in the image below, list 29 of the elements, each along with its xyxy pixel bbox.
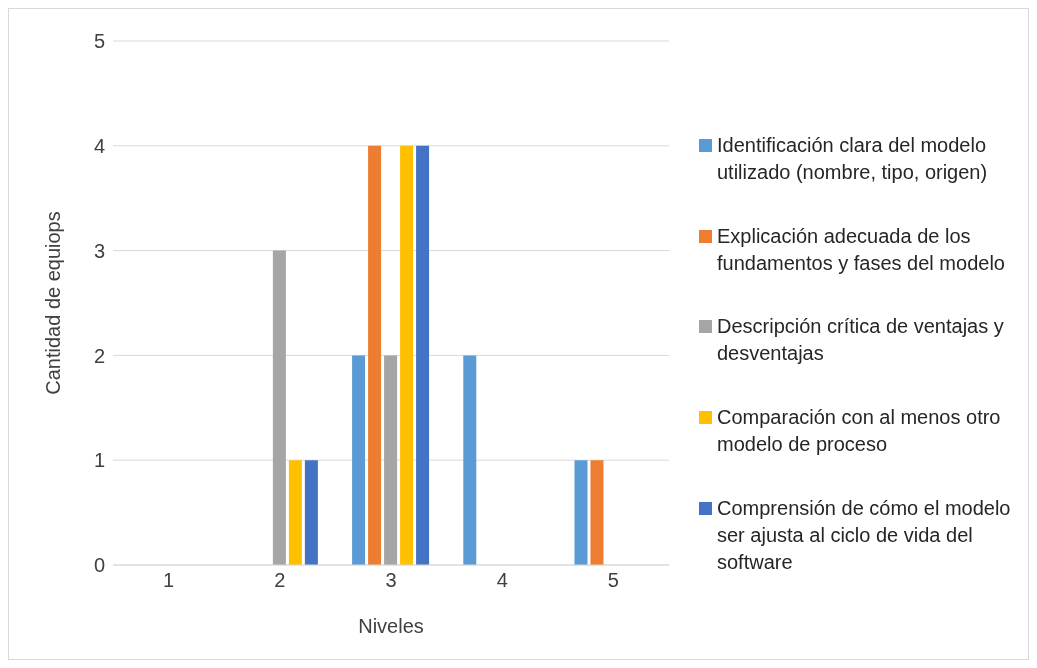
bar (400, 145, 414, 565)
y-tick-label: 3 (93, 239, 105, 262)
bar (272, 250, 286, 565)
x-axis-title: Niveles (358, 615, 424, 637)
x-tick-label: 1 (163, 569, 175, 592)
bar (416, 145, 430, 565)
y-tick-label: 5 (93, 30, 105, 53)
legend-label: Identificación clara del modelo utilizado (nombre, tipo, origen) (717, 133, 989, 186)
bar (352, 355, 366, 565)
bar (304, 460, 318, 565)
legend-label: Comprensión de cómo el modelo ser ajusta al ciclo de vida del software (717, 495, 1012, 575)
x-tick-label: 2 (274, 569, 286, 592)
x-tick-label: 3 (385, 569, 397, 592)
y-tick-label: 0 (93, 554, 105, 577)
bar (384, 355, 398, 565)
bar (590, 460, 604, 565)
bar (574, 460, 588, 565)
y-tick-label: 4 (93, 134, 105, 157)
legend-label: Descripción crítica de ventajas y desventajas (717, 314, 1005, 367)
y-tick-label: 2 (93, 344, 105, 367)
bar (463, 355, 477, 565)
x-tick-label: 4 (496, 569, 508, 592)
y-axis-title: Cantidad de equiops (42, 211, 65, 395)
y-tick-label: 1 (93, 449, 105, 472)
x-tick-label: 5 (607, 569, 619, 592)
bar (368, 145, 382, 565)
legend-label: Explicación adecuada de los fundamentos y fases del modelo (717, 223, 1006, 276)
bar (288, 460, 302, 565)
legend-label: Comparación con al menos otro modelo de proceso (717, 405, 1002, 458)
